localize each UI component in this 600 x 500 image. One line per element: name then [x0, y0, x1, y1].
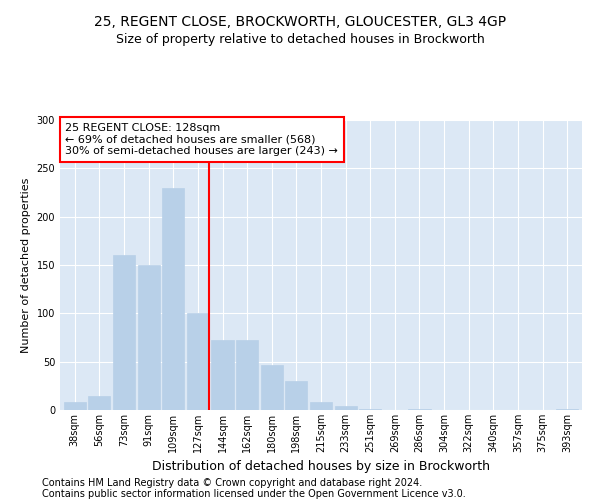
Bar: [187, 314, 209, 410]
Bar: [88, 396, 110, 410]
Bar: [556, 409, 578, 410]
Bar: [285, 381, 307, 410]
Y-axis label: Number of detached properties: Number of detached properties: [21, 178, 31, 352]
Bar: [359, 409, 382, 410]
Bar: [236, 340, 258, 410]
Bar: [162, 188, 184, 410]
Text: Size of property relative to detached houses in Brockworth: Size of property relative to detached ho…: [116, 32, 484, 46]
Text: 25, REGENT CLOSE, BROCKWORTH, GLOUCESTER, GL3 4GP: 25, REGENT CLOSE, BROCKWORTH, GLOUCESTER…: [94, 15, 506, 29]
Bar: [64, 402, 86, 410]
Text: Contains HM Land Registry data © Crown copyright and database right 2024.: Contains HM Land Registry data © Crown c…: [42, 478, 422, 488]
X-axis label: Distribution of detached houses by size in Brockworth: Distribution of detached houses by size …: [152, 460, 490, 473]
Bar: [335, 406, 357, 410]
Bar: [113, 256, 135, 410]
Bar: [211, 340, 233, 410]
Bar: [137, 265, 160, 410]
Text: 25 REGENT CLOSE: 128sqm
← 69% of detached houses are smaller (568)
30% of semi-d: 25 REGENT CLOSE: 128sqm ← 69% of detache…: [65, 123, 338, 156]
Bar: [260, 364, 283, 410]
Bar: [409, 409, 431, 410]
Bar: [310, 402, 332, 410]
Text: Contains public sector information licensed under the Open Government Licence v3: Contains public sector information licen…: [42, 489, 466, 499]
